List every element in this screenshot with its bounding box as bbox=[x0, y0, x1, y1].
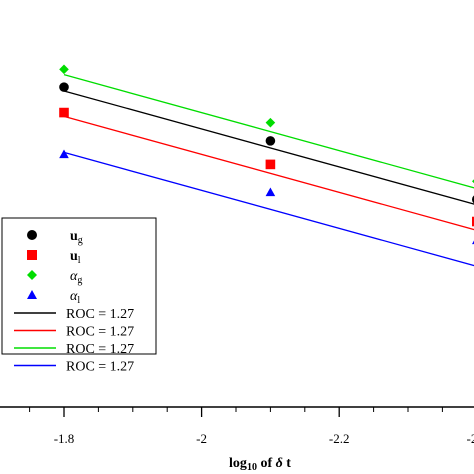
data-point-series2-2 bbox=[265, 159, 276, 170]
x-tick-label-3: -2.2 bbox=[329, 431, 350, 446]
x-tick-label-4: -2.4 bbox=[467, 431, 474, 446]
fit-line-3 bbox=[63, 74, 474, 189]
data-point-series2-3 bbox=[472, 216, 474, 227]
x-axis-ticks: -1.8-2-2.2-2.4-2.6 bbox=[29, 407, 474, 446]
legend-fit-label-3: ROC = 1.27 bbox=[66, 342, 134, 357]
legend-fit-label-4: ROC = 1.27 bbox=[66, 360, 134, 375]
legend-label-3: αg bbox=[70, 269, 82, 286]
data-point-series3-2 bbox=[265, 117, 276, 128]
legend-fit-label-2: ROC = 1.27 bbox=[66, 325, 134, 340]
data-point-series2-1 bbox=[59, 107, 69, 118]
x-tick-label-2: -2 bbox=[196, 431, 207, 446]
legend-label-2: ul bbox=[70, 249, 81, 266]
legend-marker-4 bbox=[27, 290, 37, 299]
x-axis-title: log10 of δ t bbox=[229, 456, 291, 473]
fit-line-4 bbox=[63, 151, 474, 267]
fit-line-1 bbox=[63, 90, 474, 205]
data-markers bbox=[59, 64, 474, 245]
fit-line-2 bbox=[63, 115, 474, 231]
legend-marker-3 bbox=[27, 270, 37, 280]
legend-marker-1 bbox=[27, 230, 37, 240]
legend-label-4: αl bbox=[70, 289, 80, 306]
legend-box bbox=[1, 217, 157, 355]
legend-marker-2 bbox=[27, 250, 37, 260]
legend-label-1: ug bbox=[70, 229, 83, 246]
data-point-series1-2 bbox=[265, 136, 276, 146]
data-point-series1-1 bbox=[59, 82, 69, 92]
legend-fit-label-1: ROC = 1.27 bbox=[66, 307, 134, 322]
data-point-series3-1 bbox=[59, 64, 69, 75]
data-point-series4-2 bbox=[265, 187, 276, 197]
fit-lines bbox=[63, 74, 474, 267]
data-point-series4-1 bbox=[59, 149, 69, 159]
x-tick-label-1: -1.8 bbox=[54, 431, 75, 446]
